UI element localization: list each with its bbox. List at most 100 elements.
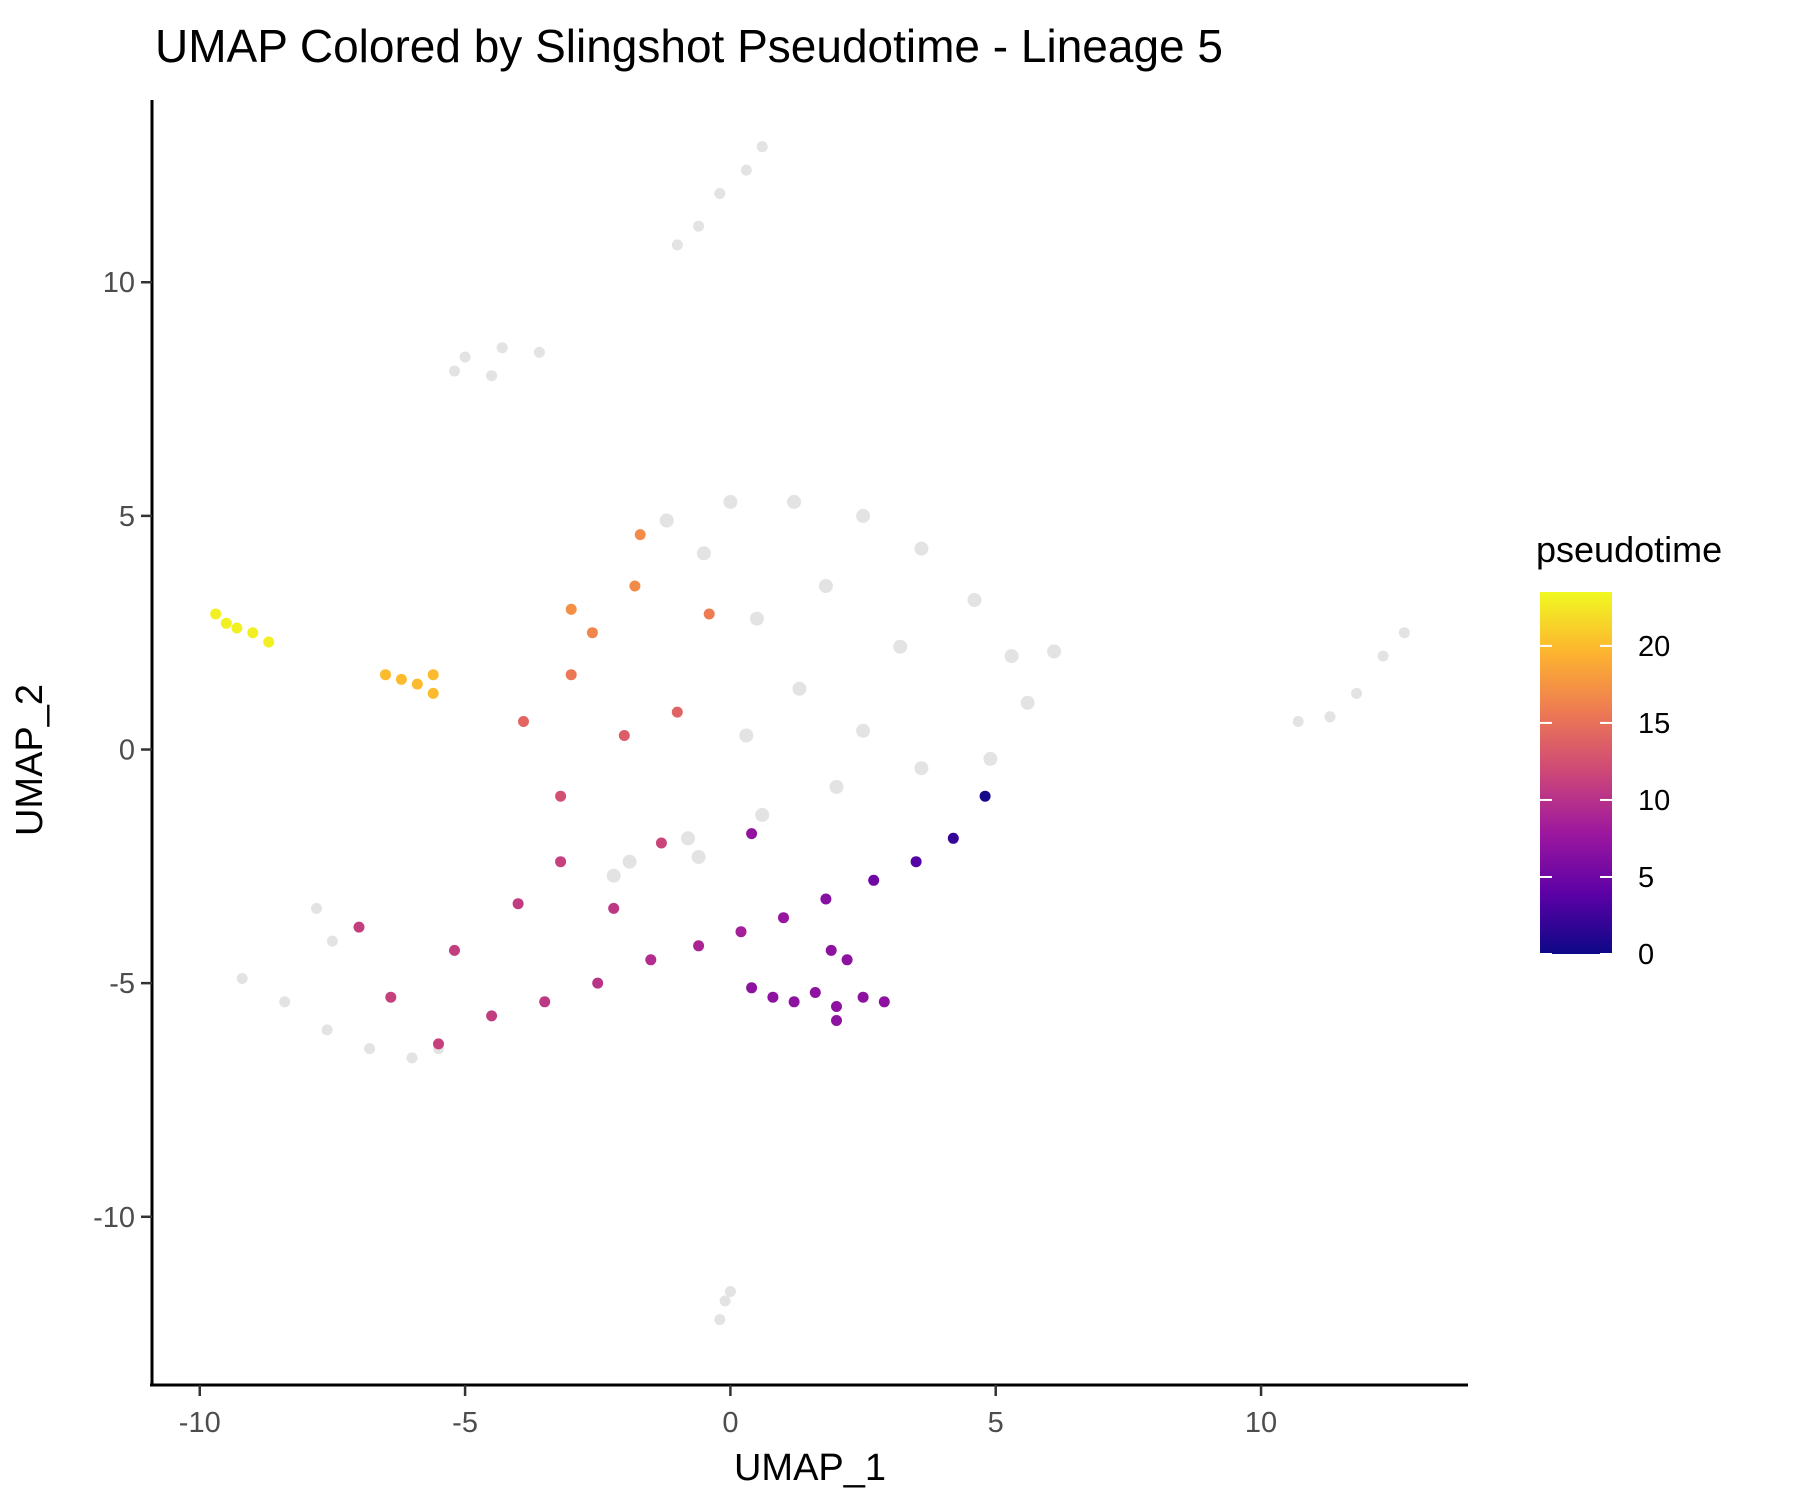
point-main-grey-body-13: [749, 611, 764, 626]
point-main-grey-body-22: [739, 728, 754, 743]
point-main-grey-body-14: [818, 579, 833, 593]
point-main-colored-trajectory-9: [592, 977, 604, 989]
point-main-colored-trajectory-18: [618, 730, 630, 741]
point-far-right-island-4: [1398, 627, 1410, 639]
point-main-colored-trajectory-1: [947, 832, 959, 844]
legend-tick-label: 0: [1638, 939, 1654, 971]
point-top-island-3: [693, 220, 705, 232]
x-tick-label: 5: [988, 1407, 1004, 1439]
point-main-grey-body-1: [723, 494, 738, 509]
point-main-grey-body-3: [856, 508, 871, 523]
point-top-island-2: [714, 188, 726, 199]
point-orange-outlier-cluster-3: [427, 669, 439, 681]
point-purple-scattered-cells-1: [767, 991, 779, 1003]
point-main-colored-trajectory-27: [655, 837, 667, 849]
point-upper-left-island-1: [496, 342, 508, 354]
legend-tick-label: 15: [1638, 708, 1670, 740]
point-main-grey-body-2: [787, 494, 802, 509]
point-main-colored-trajectory-15: [512, 898, 524, 910]
point-main-grey-body-6: [1004, 649, 1019, 664]
point-bottom-island-1: [719, 1295, 731, 1307]
point-main-grey-body-12: [792, 681, 807, 696]
y-tick-label: 5: [119, 501, 135, 533]
legend-ticks: 0 5 10 15 20: [1540, 631, 1670, 971]
x-tick-label: -5: [452, 1407, 478, 1439]
point-main-grey-body-4: [914, 541, 929, 556]
point-main-grey-body-9: [983, 751, 998, 766]
point-main-grey-body-15: [893, 639, 908, 654]
point-main-colored-trajectory-5: [778, 912, 789, 924]
point-main-colored-trajectory-0: [979, 790, 991, 802]
x-tick-label: 10: [1245, 1407, 1277, 1439]
point-main-colored-trajectory-7: [693, 940, 705, 952]
point-purple-scattered-cells-7: [878, 996, 890, 1008]
point-main-colored-trajectory-8: [645, 954, 657, 966]
point-purple-scattered-cells-3: [809, 987, 821, 998]
point-orange-outlier-cluster-4: [427, 687, 439, 699]
point-main-colored-trajectory-26: [703, 608, 715, 620]
point-main-colored-trajectory-14: [449, 944, 460, 956]
point-orange-outlier-cluster-2: [411, 678, 423, 690]
point-lower-left-grey-2: [321, 1024, 333, 1036]
point-lower-left-grey-6: [406, 1052, 418, 1064]
point-main-colored-trajectory-25: [634, 529, 646, 541]
y-tick-label: -10: [93, 1202, 135, 1234]
point-main-grey-body-23: [696, 546, 711, 561]
point-lower-left-grey-1: [279, 996, 291, 1008]
point-far-right-island-2: [1351, 687, 1363, 699]
point-yellow-outlier-cluster-4: [263, 636, 275, 648]
point-far-right-island-0: [1292, 716, 1304, 727]
point-purple-scattered-cells-2: [788, 996, 800, 1008]
point-far-right-island-1: [1324, 711, 1336, 723]
point-main-grey-body-10: [914, 761, 929, 776]
point-main-grey-body-8: [1020, 695, 1035, 710]
point-bottom-island-0: [714, 1314, 726, 1326]
pseudotime-legend: pseudotime 0 5 10 15 20: [1536, 529, 1722, 971]
point-main-colored-trajectory-4: [820, 893, 832, 905]
point-yellow-outlier-cluster-0: [210, 608, 222, 620]
point-yellow-outlier-cluster-3: [247, 627, 259, 639]
y-axis-title: UMAP_2: [9, 684, 51, 836]
point-main-grey-body-19: [622, 854, 637, 869]
point-purple-scattered-cells-6: [857, 991, 869, 1003]
point-purple-scattered-cells-4: [831, 1001, 842, 1012]
legend-tick-label: 20: [1638, 631, 1670, 663]
y-tick-label: -5: [109, 968, 135, 1000]
point-main-grey-body-11: [856, 723, 871, 738]
point-far-right-island-3: [1377, 650, 1389, 662]
x-tick-label: -10: [179, 1407, 221, 1439]
point-top-island-0: [756, 141, 768, 153]
point-upper-left-island-0: [459, 351, 471, 363]
point-main-colored-trajectory-6: [735, 926, 747, 938]
point-lower-left-grey-0: [236, 973, 248, 984]
point-main-grey-body-18: [691, 850, 706, 864]
point-yellow-outlier-cluster-2: [231, 622, 243, 634]
legend-title: pseudotime: [1536, 529, 1722, 570]
point-main-colored-trajectory-17: [555, 790, 567, 802]
point-yellow-outlier-cluster-1: [220, 617, 232, 629]
point-lower-left-grey-4: [326, 935, 338, 947]
point-main-grey-body-0: [659, 513, 674, 528]
point-main-colored-trajectory-22: [586, 627, 598, 639]
point-main-colored-trajectory-20: [518, 716, 529, 727]
point-main-colored-trajectory-16: [555, 856, 567, 868]
y-axis-ticks: -10 -5 0 5 10: [93, 267, 152, 1234]
point-purple-scattered-cells-5: [831, 1015, 842, 1026]
y-tick-label: 10: [103, 267, 135, 299]
point-lower-left-grey-5: [311, 902, 322, 914]
x-tick-label: 0: [722, 1407, 738, 1439]
x-axis-ticks: -10 -5 0 5 10: [179, 1385, 1277, 1439]
chart-title: UMAP Colored by Slingshot Pseudotime - L…: [155, 20, 1223, 72]
point-top-island-4: [671, 239, 683, 251]
point-main-grey-body-16: [829, 779, 844, 794]
point-upper-left-island-4: [486, 370, 498, 382]
point-purple-scattered-cells-0: [746, 982, 758, 994]
point-main-colored-trajectory-11: [486, 1010, 498, 1022]
point-purple-scattered-cells-8: [825, 944, 837, 956]
point-bottom-island-2: [724, 1286, 736, 1297]
y-tick-label: 0: [119, 735, 135, 767]
point-main-colored-trajectory-12: [433, 1038, 444, 1050]
point-main-colored-trajectory-19: [671, 706, 683, 718]
point-main-colored-trajectory-13: [385, 991, 397, 1003]
point-main-grey-body-20: [606, 868, 621, 883]
